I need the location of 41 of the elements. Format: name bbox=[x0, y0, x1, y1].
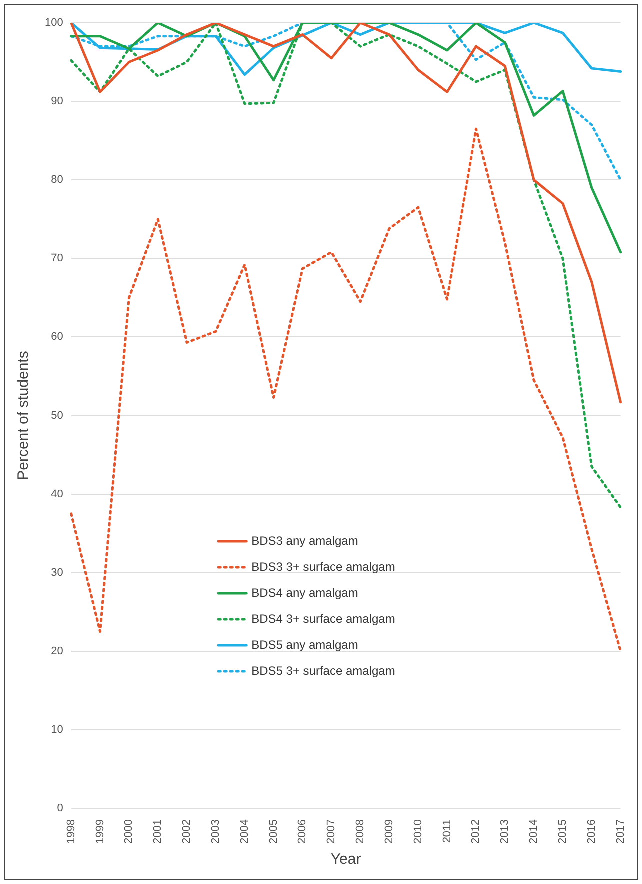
x-tick-label: 2009 bbox=[383, 820, 396, 844]
x-tick-label: 2004 bbox=[238, 820, 251, 844]
x-tick-label: 2014 bbox=[528, 820, 540, 844]
legend-label: BDS5 any amalgam bbox=[252, 638, 358, 652]
x-tick-label: 2010 bbox=[412, 820, 424, 844]
y-tick-label: 50 bbox=[51, 410, 64, 422]
x-tick-label: 2017 bbox=[614, 820, 627, 844]
x-tick-label: 2003 bbox=[210, 820, 222, 844]
y-tick-label: 80 bbox=[51, 174, 64, 186]
legend-label: BDS4 any amalgam bbox=[252, 586, 358, 600]
x-tick-label: 2001 bbox=[152, 820, 164, 844]
x-tick-label: 1998 bbox=[65, 820, 78, 844]
x-tick-label: 2005 bbox=[268, 820, 280, 844]
y-tick-label: 90 bbox=[51, 96, 64, 108]
x-tick-label: 1999 bbox=[94, 820, 106, 844]
y-tick-label: 0 bbox=[57, 802, 64, 815]
y-tick-label: 70 bbox=[51, 252, 64, 265]
x-tick-label: 2016 bbox=[586, 820, 598, 844]
x-tick-label: 2012 bbox=[470, 820, 482, 844]
x-tick-label: 2006 bbox=[296, 820, 309, 844]
x-tick-label: 2013 bbox=[499, 820, 512, 844]
legend-label: BDS3 any amalgam bbox=[252, 534, 358, 548]
y-tick-label: 60 bbox=[51, 331, 64, 344]
legend-label: BDS3 3+ surface amalgam bbox=[252, 560, 396, 574]
x-tick-label: 2000 bbox=[123, 820, 136, 844]
x-tick-label: 2015 bbox=[556, 820, 569, 844]
x-axis-title: Year bbox=[330, 851, 362, 868]
y-axis-title: Percent of students bbox=[15, 351, 32, 480]
x-tick-label: 2008 bbox=[354, 820, 367, 844]
y-tick-label: 30 bbox=[51, 566, 64, 579]
y-tick-label: 40 bbox=[51, 488, 64, 500]
x-tick-label: 2007 bbox=[326, 820, 338, 844]
legend-label: BDS5 3+ surface amalgam bbox=[252, 664, 396, 678]
y-tick-label: 10 bbox=[51, 724, 64, 736]
x-tick-label: 2002 bbox=[181, 820, 194, 844]
y-tick-label: 100 bbox=[44, 17, 64, 30]
legend-label: BDS4 3+ surface amalgam bbox=[252, 612, 396, 626]
x-tick-label: 2011 bbox=[441, 820, 454, 844]
y-tick-label: 20 bbox=[51, 645, 64, 658]
line-series bbox=[70, 23, 622, 509]
line-series bbox=[70, 128, 622, 653]
